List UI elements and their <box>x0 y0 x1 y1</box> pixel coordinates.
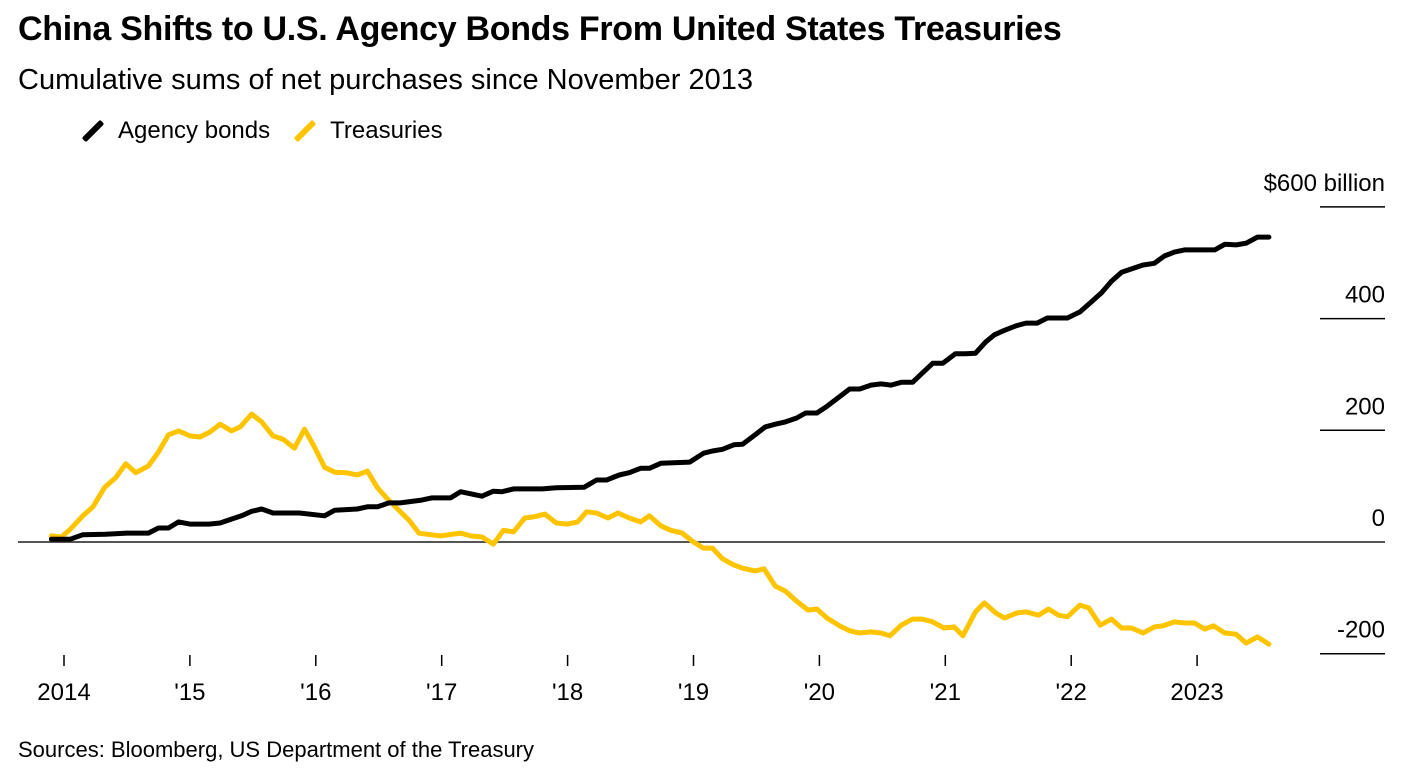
legend-item-agency-bonds: Agency bonds <box>80 117 270 145</box>
legend-label-agency-bonds: Agency bonds <box>118 117 271 144</box>
x-tick-label: '16 <box>300 679 331 706</box>
chart-title: China Shifts to U.S. Agency Bonds From U… <box>18 10 1062 48</box>
x-tick-label: '19 <box>678 679 709 706</box>
x-tick-label: '15 <box>174 679 205 706</box>
x-tick-label: 2014 <box>37 679 90 706</box>
x-tick-label: '17 <box>426 679 457 706</box>
source-note: Sources: Bloomberg, US Department of the… <box>18 737 535 762</box>
y-tick-label: 400 <box>1345 282 1385 309</box>
x-tick-label: '21 <box>930 679 961 706</box>
legend-label-treasuries: Treasuries <box>330 117 443 144</box>
series-line-agency-bonds <box>48 234 1272 542</box>
x-tick-label: '20 <box>804 679 835 706</box>
series-line-treasuries <box>48 411 1272 647</box>
x-tick-label: '22 <box>1056 679 1087 706</box>
y-tick-label: 200 <box>1345 393 1385 420</box>
y-tick-label: -200 <box>1337 617 1385 644</box>
legend: Agency bonds Treasuries <box>80 117 465 145</box>
x-tick-label: 2023 <box>1170 679 1223 706</box>
legend-item-treasuries: Treasuries <box>292 117 443 145</box>
chart-subtitle: Cumulative sums of net purchases since N… <box>18 64 754 96</box>
y-tick-label: $600 billion <box>1264 170 1385 197</box>
y-tick-label: 0 <box>1372 505 1385 532</box>
x-tick-label: '18 <box>552 679 583 706</box>
